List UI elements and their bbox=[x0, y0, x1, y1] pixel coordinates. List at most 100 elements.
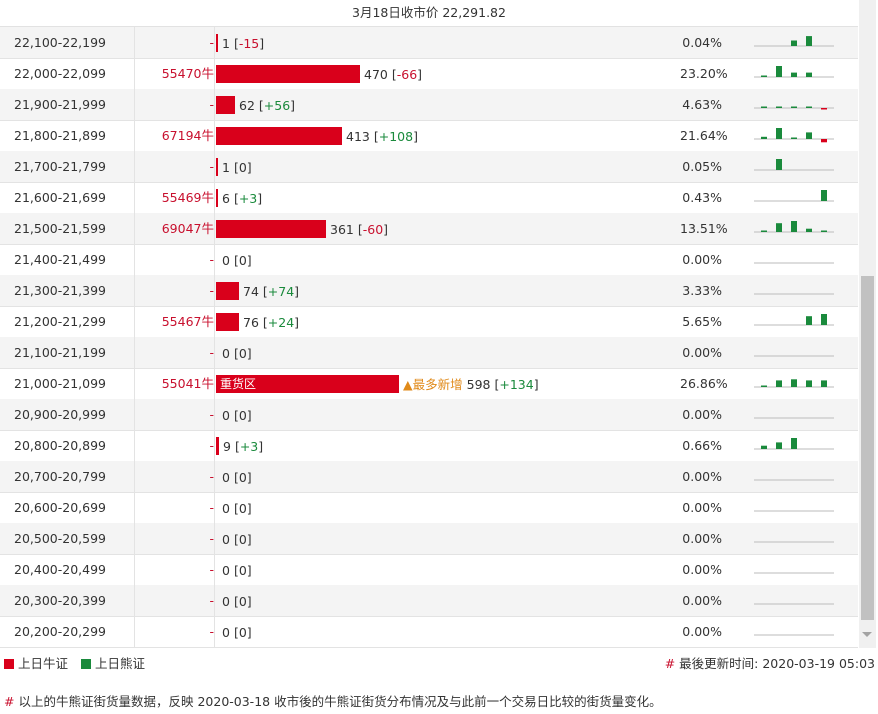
quantity-number: 0 bbox=[222, 625, 234, 640]
trend-sparkline bbox=[754, 66, 834, 78]
cbbc-code[interactable]: 55470牛 bbox=[161, 66, 214, 81]
column-divider bbox=[214, 585, 215, 616]
quantity-value: 1 [0] bbox=[222, 160, 252, 175]
heavy-zone-label: 重货区 bbox=[220, 376, 257, 391]
quantity-value: 6 [+3] bbox=[222, 191, 263, 206]
quantity-cell: 0 [0] bbox=[216, 244, 676, 275]
quantity-change: 0 bbox=[238, 563, 247, 578]
quantity-cell: 0 [0] bbox=[216, 585, 676, 616]
trend-sparkline bbox=[754, 541, 834, 543]
quantity-change: 0 bbox=[238, 470, 247, 485]
column-divider bbox=[134, 399, 135, 430]
quantity-change: +56 bbox=[263, 98, 291, 113]
trend-sparkline bbox=[754, 438, 834, 450]
trend-sparkline bbox=[754, 293, 834, 295]
quantity-number: 0 bbox=[222, 408, 234, 423]
quantity-change: 0 bbox=[238, 625, 247, 640]
cbbc-code[interactable]: 55469牛 bbox=[161, 190, 214, 205]
price-range: 21,500-21,599 bbox=[14, 221, 106, 236]
sparkline-bar bbox=[791, 379, 797, 387]
percentage: 13.51% bbox=[680, 221, 728, 236]
column-divider bbox=[134, 554, 135, 585]
trend-sparkline bbox=[754, 417, 834, 419]
scrollbar-thumb[interactable] bbox=[861, 276, 874, 620]
bull-swatch bbox=[4, 658, 14, 669]
percentage: 0.66% bbox=[682, 438, 722, 453]
table-row: 20,900-20,999 -0 [0] 0.00% bbox=[0, 399, 858, 431]
cbbc-code: - bbox=[209, 345, 214, 360]
quantity-bar bbox=[216, 188, 218, 207]
column-divider bbox=[214, 430, 215, 461]
quantity-value: 0 [0] bbox=[222, 532, 252, 547]
column-divider bbox=[214, 151, 215, 182]
column-divider bbox=[134, 120, 135, 151]
quantity-number: 0 bbox=[222, 253, 234, 268]
quantity-cell: 361 [-60] bbox=[216, 213, 676, 244]
column-divider bbox=[134, 89, 135, 120]
table-row: 22,100-22,199 -1 [-15] 0.04% bbox=[0, 27, 858, 59]
sparkline-bar bbox=[776, 380, 782, 387]
cbbc-code[interactable]: 55041牛 bbox=[161, 376, 214, 391]
sparkline-bar bbox=[776, 106, 782, 108]
most-added-tag: ▲最多新增 bbox=[403, 377, 463, 392]
sparkline-bar bbox=[821, 380, 827, 387]
quantity-bar bbox=[216, 436, 219, 455]
quantity-number: 0 bbox=[222, 594, 234, 609]
price-range: 20,500-20,599 bbox=[14, 531, 106, 546]
quantity-bar bbox=[216, 281, 239, 300]
quantity-number: 1 bbox=[222, 160, 234, 175]
legend-bull: 上日牛证 bbox=[4, 650, 68, 678]
price-range: 21,700-21,799 bbox=[14, 159, 106, 174]
table-row: 21,800-21,899 67194牛 413 [+108] 21.64% bbox=[0, 120, 858, 152]
column-divider bbox=[214, 89, 215, 120]
cbbc-code: - bbox=[209, 159, 214, 174]
quantity-cell: 9 [+3] bbox=[216, 430, 676, 461]
table-row: 22,000-22,099 55470牛 470 [-66] 23.20% bbox=[0, 58, 858, 90]
percentage: 4.63% bbox=[682, 97, 722, 112]
sparkline-bar bbox=[821, 190, 827, 201]
percentage: 0.00% bbox=[682, 531, 722, 546]
sparkline-bar bbox=[761, 230, 767, 232]
quantity-change: -15 bbox=[238, 36, 260, 51]
price-range: 21,900-21,999 bbox=[14, 97, 106, 112]
cbbc-code: - bbox=[209, 562, 214, 577]
price-range: 21,100-21,199 bbox=[14, 345, 106, 360]
trend-sparkline bbox=[754, 128, 834, 143]
trend-sparkline bbox=[754, 221, 834, 233]
quantity-value: 0 [0] bbox=[222, 346, 252, 361]
cbbc-code: - bbox=[209, 593, 214, 608]
table-row: 20,600-20,699 -0 [0] 0.00% bbox=[0, 492, 858, 524]
sparkline-bar bbox=[821, 314, 827, 325]
column-divider bbox=[134, 430, 135, 461]
column-divider bbox=[134, 151, 135, 182]
scroll-down-arrow-icon[interactable] bbox=[862, 632, 872, 637]
quantity-change: 0 bbox=[238, 160, 247, 175]
quantity-number: 9 bbox=[223, 439, 235, 454]
trend-sparkline bbox=[754, 510, 834, 512]
column-divider bbox=[134, 461, 135, 492]
trend-sparkline bbox=[754, 479, 834, 481]
percentage: 0.00% bbox=[682, 624, 722, 639]
quantity-value: 74 [+74] bbox=[243, 284, 300, 299]
cbbc-code: - bbox=[209, 407, 214, 422]
quantity-value: 0 [0] bbox=[222, 625, 252, 640]
cbbc-code[interactable]: 69047牛 bbox=[161, 221, 214, 236]
quantity-bar bbox=[216, 126, 342, 145]
price-range: 22,100-22,199 bbox=[14, 35, 106, 50]
quantity-bar bbox=[216, 64, 360, 83]
percentage: 21.64% bbox=[680, 128, 728, 143]
cbbc-code[interactable]: 55467牛 bbox=[161, 314, 214, 329]
legend-bear-label: 上日熊证 bbox=[95, 656, 146, 671]
sparkline-bar bbox=[776, 223, 782, 232]
cbbc-code[interactable]: 67194牛 bbox=[161, 128, 214, 143]
sparkline-bar bbox=[761, 445, 767, 449]
percentage: 0.00% bbox=[682, 500, 722, 515]
sparkline-bar bbox=[806, 72, 812, 77]
quantity-number: 0 bbox=[222, 532, 234, 547]
trend-sparkline bbox=[754, 572, 834, 574]
quantity-value: 0 [0] bbox=[222, 408, 252, 423]
column-divider bbox=[214, 58, 215, 89]
sparkline-bar bbox=[806, 132, 812, 139]
sparkline-bar bbox=[791, 40, 797, 46]
percentage: 0.00% bbox=[682, 593, 722, 608]
